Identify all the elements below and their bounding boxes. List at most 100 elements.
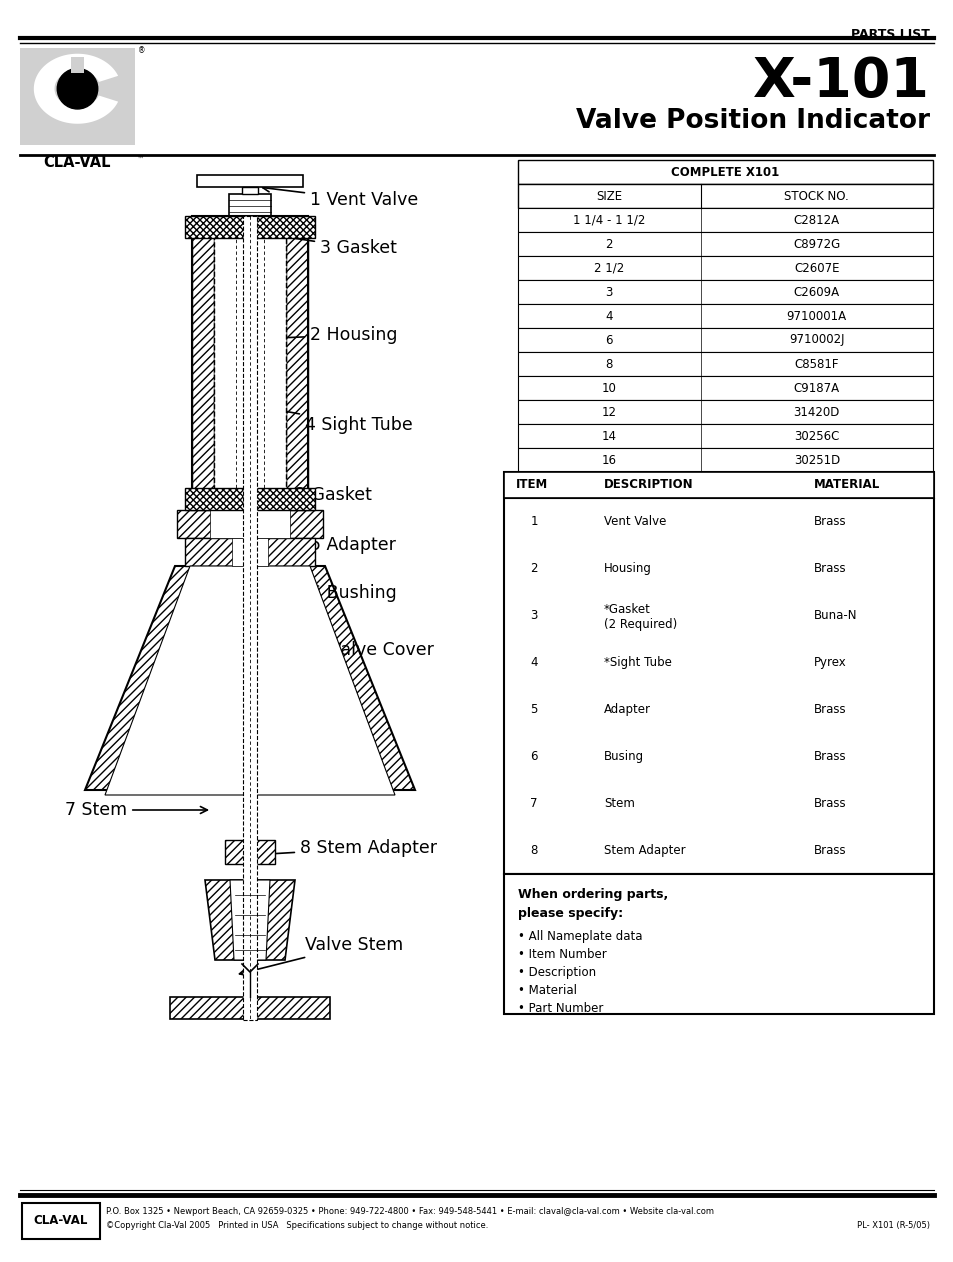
Bar [517,232,932,256]
Text: COMPLETE X101: COMPLETE X101 [671,165,779,178]
Text: Buna-N: Buna-N [813,610,857,622]
Text: (2 Required): (2 Required) [603,618,677,631]
Bar [177,510,323,538]
Bar [210,510,290,538]
Text: 2 Housing: 2 Housing [230,326,397,345]
Bar [286,216,308,510]
Polygon shape [33,54,118,124]
Text: MATERIAL: MATERIAL [813,478,880,491]
Text: • Description: • Description [517,965,596,979]
Bar [517,184,932,208]
Bar [517,448,932,472]
Text: Brass: Brass [813,562,845,575]
Text: Valve Stem: Valve Stem [239,936,403,976]
Bar [517,328,932,352]
Text: 2: 2 [530,562,537,575]
Bar [225,840,274,864]
Text: C2609A: C2609A [793,285,839,299]
Text: 4: 4 [530,656,537,669]
Polygon shape [71,57,84,73]
Text: *Gasket: *Gasket [603,603,650,616]
Text: 3 Gasket: 3 Gasket [230,486,372,504]
Text: PARTS LIST: PARTS LIST [850,28,929,40]
Bar [242,187,257,194]
Text: 9710001A: 9710001A [786,309,846,323]
Text: Valve Cover: Valve Cover [294,641,434,680]
Text: 7: 7 [530,798,537,810]
Text: Housing: Housing [603,562,651,575]
Bar [517,256,932,280]
Text: 5: 5 [530,703,537,716]
Bar [517,424,932,448]
Text: 3 Gasket: 3 Gasket [264,231,396,257]
Text: 30256C: 30256C [793,429,839,443]
Text: 6: 6 [530,750,537,764]
Bar [170,997,330,1018]
Bar [196,175,303,187]
Text: DESCRIPTION: DESCRIPTION [603,478,693,491]
Bar [517,400,932,424]
Text: 8 Stem Adapter: 8 Stem Adapter [239,839,436,858]
Bar [517,352,932,376]
Text: 3: 3 [605,285,613,299]
Text: 16: 16 [601,453,617,467]
Text: Busing: Busing [603,750,643,764]
Text: • Material: • Material [517,984,577,997]
Bar [243,216,256,1020]
Bar [229,194,271,216]
Text: Valve Position Indicator: Valve Position Indicator [576,109,929,134]
Bar [185,216,314,239]
Text: 8: 8 [530,844,537,857]
Text: C2812A: C2812A [793,213,839,226]
Text: • Part Number: • Part Number [517,1002,602,1015]
Text: 12: 12 [601,405,617,419]
Bar [185,538,314,565]
Bar [185,488,314,510]
Text: • Item Number: • Item Number [517,948,606,960]
Text: 2 1/2: 2 1/2 [594,261,624,275]
Polygon shape [105,565,395,795]
Text: P.O. Box 1325 • Newport Beach, CA 92659-0325 • Phone: 949-722-4800 • Fax: 949-54: P.O. Box 1325 • Newport Beach, CA 92659-… [106,1206,713,1217]
Bar [22,1203,100,1239]
Bar [213,216,286,510]
Text: 8: 8 [605,357,613,371]
Text: 1 Vent Valve: 1 Vent Valve [262,186,417,209]
Text: 1: 1 [530,515,537,528]
Polygon shape [230,880,270,960]
Text: 6 Bushing: 6 Bushing [250,567,396,602]
Text: ITEM: ITEM [516,478,548,491]
Text: Brass: Brass [813,844,845,857]
Bar [192,216,213,510]
Text: • All Nameplate data: • All Nameplate data [517,930,641,943]
Text: When ordering parts,: When ordering parts, [517,888,667,901]
Text: 10: 10 [601,381,616,395]
Text: SIZE: SIZE [596,189,621,202]
Bar [192,216,308,510]
Text: Brass: Brass [813,515,845,528]
Text: 4: 4 [605,309,613,323]
Bar [503,472,933,875]
Bar [503,875,933,1013]
Text: 4 Sight Tube: 4 Sight Tube [230,399,413,434]
Text: PL- X101 (R-5/05): PL- X101 (R-5/05) [856,1222,929,1230]
Text: ©Copyright Cla-Val 2005   Printed in USA   Specifications subject to change with: ©Copyright Cla-Val 2005 Printed in USA S… [106,1222,488,1230]
Text: Brass: Brass [813,750,845,764]
Polygon shape [205,880,294,960]
Text: 3: 3 [530,610,537,622]
Text: CLA-VAL: CLA-VAL [44,155,112,170]
Text: please specify:: please specify: [517,907,622,920]
Bar [517,280,932,304]
Text: C8581F: C8581F [794,357,839,371]
Bar [20,48,135,145]
Bar [503,472,933,498]
Bar [517,376,932,400]
Text: X-101: X-101 [752,56,929,109]
Text: 5 Adapter: 5 Adapter [254,529,395,554]
Text: Brass: Brass [813,798,845,810]
Text: 1 1/4 - 1 1/2: 1 1/4 - 1 1/2 [573,213,645,226]
Text: ®: ® [138,45,146,56]
Text: Stem: Stem [603,798,634,810]
Text: Brass: Brass [813,703,845,716]
Text: C2607E: C2607E [793,261,839,275]
Bar [232,538,268,565]
